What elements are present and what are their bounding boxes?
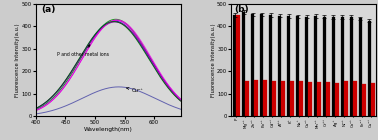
Bar <box>242 12 245 116</box>
Text: (b): (b) <box>234 5 249 14</box>
Bar <box>314 16 317 116</box>
Y-axis label: Fluorescence Intensity(a.u.): Fluorescence Intensity(a.u.) <box>15 23 20 97</box>
Bar <box>323 17 326 116</box>
Bar <box>287 16 290 116</box>
Bar <box>290 81 294 116</box>
Bar <box>335 83 339 116</box>
Bar <box>263 80 267 116</box>
Bar <box>251 14 254 116</box>
Bar <box>236 15 240 116</box>
Bar <box>278 16 281 116</box>
Bar <box>272 81 276 116</box>
Bar <box>344 81 348 116</box>
Bar <box>332 17 335 116</box>
Text: Cu²⁺: Cu²⁺ <box>127 88 144 93</box>
Bar <box>296 16 299 116</box>
Bar <box>350 17 353 116</box>
Bar <box>308 82 311 116</box>
Bar <box>254 80 258 116</box>
Bar <box>362 84 366 116</box>
Bar <box>245 81 249 116</box>
Bar <box>368 21 371 116</box>
Bar <box>341 17 344 116</box>
Bar <box>353 81 356 116</box>
X-axis label: Wavelength(nm): Wavelength(nm) <box>84 127 133 132</box>
Bar <box>305 17 308 116</box>
Text: (a): (a) <box>42 5 56 14</box>
Bar <box>299 81 303 116</box>
Bar <box>269 15 272 116</box>
Bar <box>260 14 263 116</box>
Bar <box>317 82 321 116</box>
Y-axis label: Fluorescence Intensity(a.u.): Fluorescence Intensity(a.u.) <box>211 23 216 97</box>
Bar <box>281 81 285 116</box>
Text: P and other metal ions: P and other metal ions <box>57 45 108 57</box>
Bar <box>371 83 375 116</box>
Bar <box>359 18 362 116</box>
Bar <box>326 82 330 116</box>
Bar <box>233 15 236 116</box>
